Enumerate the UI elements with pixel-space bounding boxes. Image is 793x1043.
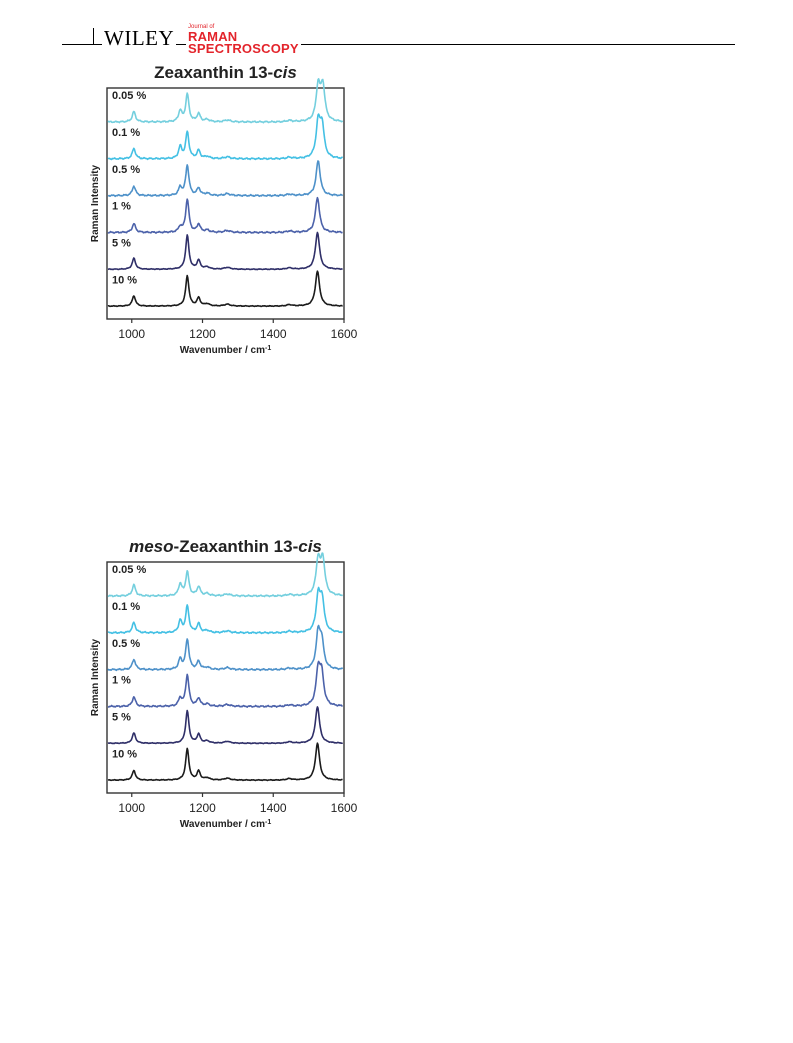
journal-prefix: Journal of — [188, 24, 215, 30]
series-label: 0.5 % — [112, 638, 140, 650]
x-tick-label: 1400 — [260, 801, 287, 815]
chart-title-text: -Zeaxanthin 13- — [174, 537, 299, 556]
chart-title: meso-Zeaxanthin 13-cis — [129, 537, 322, 556]
spectrum-line — [107, 624, 344, 672]
chart-title: Zeaxanthin 13-cis — [154, 63, 297, 82]
header-tick — [93, 28, 94, 45]
spectrum-line — [107, 270, 343, 308]
spectrum-line — [107, 78, 344, 124]
x-axis-label-superscript: -1 — [265, 819, 271, 826]
series-label: 10 % — [112, 748, 137, 760]
x-tick-label: 1000 — [118, 327, 145, 341]
series-label: 0.1 % — [112, 127, 140, 139]
figure-meso-zeaxanthin: meso-Zeaxanthin 13-cis 1000 1200 1400 1600 Wa… — [60, 532, 380, 852]
journal-name-line1: RAMAN — [188, 29, 238, 44]
spectrum-line — [107, 113, 344, 161]
raman-chart-zeaxanthin: Zeaxanthin 13-cis 1000 1200 1400 1600 Wavenum… — [90, 63, 358, 357]
spectrum-line — [107, 586, 343, 635]
x-tick-label: 1200 — [189, 801, 216, 815]
x-tick-label: 1600 — [331, 327, 358, 341]
spectrum-line — [107, 160, 344, 198]
y-axis-label: Raman Intensity — [90, 164, 101, 242]
journal-name-line2: SPECTROSCOPY — [188, 41, 299, 56]
header-rule — [62, 44, 735, 45]
plot-frame — [106, 561, 345, 794]
series-label: 0.05 % — [112, 90, 146, 102]
chart-title-italic-prefix: meso — [129, 537, 173, 556]
spectrum-line — [107, 231, 343, 271]
series-label: 1 % — [112, 675, 131, 687]
publisher-logo: WILEY — [102, 26, 177, 50]
series-label: 0.1 % — [112, 601, 140, 613]
series-label: 5 % — [112, 711, 131, 723]
spectrum-line — [107, 196, 343, 234]
spectrum-line — [107, 660, 343, 708]
y-axis-label: Raman Intensity — [90, 638, 101, 716]
spectrum-line — [107, 706, 344, 745]
x-tick-label: 1200 — [189, 327, 216, 341]
series-label: 10 % — [112, 274, 137, 286]
x-axis-label: Wavenumber / cm-1 — [180, 819, 272, 831]
plot-frame — [106, 87, 345, 320]
chart-title-text: Zeaxanthin 13- — [154, 63, 273, 82]
spectrum-line — [107, 742, 343, 782]
series-label: 0.5 % — [112, 164, 140, 176]
spectrum-line — [107, 552, 344, 598]
x-axis-label-superscript: -1 — [265, 345, 271, 352]
x-tick-label: 1600 — [331, 801, 358, 815]
series-label: 1 % — [112, 201, 131, 213]
x-axis-label: Wavenumber / cm-1 — [180, 345, 272, 357]
chart-title-italic-suffix: cis — [298, 537, 322, 556]
figure-zeaxanthin: Zeaxanthin 13-cis 1000 1200 1400 1600 Wavenum… — [60, 58, 380, 378]
chart-title-italic-suffix: cis — [273, 63, 297, 82]
x-tick-label: 1000 — [118, 801, 145, 815]
series-label: 0.05 % — [112, 564, 146, 576]
journal-logo: Journal of RAMAN SPECTROSCOPY — [186, 24, 301, 55]
x-tick-label: 1400 — [260, 327, 287, 341]
raman-chart-meso-zeaxanthin: meso-Zeaxanthin 13-cis 1000 1200 1400 1600 Wa… — [90, 537, 358, 831]
series-label: 5 % — [112, 237, 131, 249]
